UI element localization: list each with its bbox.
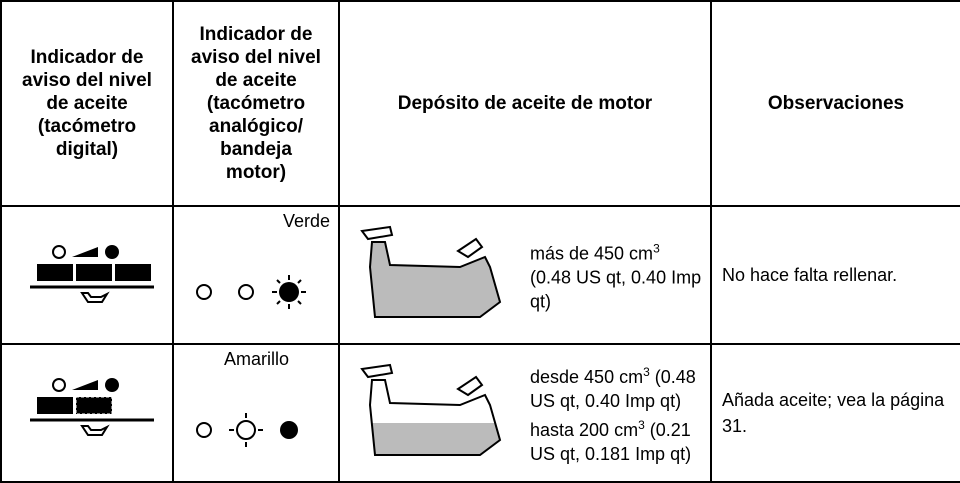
analog-icon [196, 413, 298, 447]
header-line: bandeja [220, 139, 292, 160]
header-line: de aceite [215, 70, 297, 91]
text: más de 450 cm [530, 243, 654, 264]
digital-icon [30, 245, 154, 303]
header-line: aviso del nivel [191, 47, 321, 68]
tank-full [360, 225, 502, 318]
digital-indicator [0, 205, 174, 345]
text: (0.48 US qt, 0.40 Imp qt) hasta 200 cm [530, 367, 696, 440]
indicator-color: Verde [282, 211, 330, 231]
tank-cell: más de 450 cm3 (0.48 US qt, 0.40 Imp qt) [338, 205, 712, 345]
text: desde 450 cm [530, 367, 644, 387]
header-line: Depósito de aceite de motor [397, 93, 653, 114]
header-line: Observaciones [767, 93, 905, 114]
indicator-color: Amarillo [224, 349, 290, 369]
header-row: Indicador de aviso del nivel de aceite (tac… [0, 0, 960, 207]
header-cell: Observaciones [710, 0, 960, 207]
superscript: 3 [638, 418, 645, 432]
digital-indicator [0, 343, 174, 483]
row: Amarillo desde 450 cm3 (0.48 US qt, 0.40… [0, 343, 960, 483]
remark: Añada aceite; vea la página 31. [722, 390, 945, 436]
header-line: aviso del nivel [22, 70, 152, 91]
header-line: (tacómetro [206, 93, 306, 114]
header-line: (tacómetro [37, 116, 137, 137]
header-line: de aceite [46, 93, 128, 114]
header-line: Indicador de [30, 47, 144, 68]
header-line: digital) [55, 139, 119, 160]
tank-cell: desde 450 cm3 (0.48 US qt, 0.40 Imp qt) … [338, 343, 712, 483]
superscript: 3 [643, 365, 650, 379]
header-cell: Indicador de aviso del nivel de aceite (tac… [172, 0, 340, 207]
remark: No hace falta rellenar. [722, 265, 898, 285]
analog-indicator: Amarillo [172, 343, 340, 483]
oil-level: desde 450 cm3 (0.48 US qt, 0.40 Imp qt) … [530, 360, 705, 466]
remark-cell: Añada aceite; vea la página 31. [710, 343, 960, 483]
analog-indicator: Verde [172, 205, 340, 345]
superscript: 3 [653, 241, 660, 256]
text: (0.21 US qt, 0.181 Imp qt) [530, 420, 692, 464]
header-line: motor) [225, 162, 287, 183]
tank-half [360, 363, 502, 456]
digital-icon [30, 378, 154, 436]
header-line: Indicador de [199, 24, 313, 45]
text: (0.48 US qt, 0.40 Imp qt) [530, 267, 702, 312]
analog-icon [196, 275, 306, 309]
header-line: analógico/ [209, 116, 303, 137]
header-cell: Indicador de aviso del nivel de aceite (tac… [0, 0, 174, 207]
header-cell: Depósito de aceite de motor [338, 0, 712, 207]
remark-cell: No hace falta rellenar. [710, 205, 960, 345]
row: Verde más de 450 cm3 (0.48 US qt, 0.40 I… [0, 205, 960, 345]
oil-level: más de 450 cm3 (0.48 US qt, 0.40 Imp qt) [530, 237, 705, 314]
